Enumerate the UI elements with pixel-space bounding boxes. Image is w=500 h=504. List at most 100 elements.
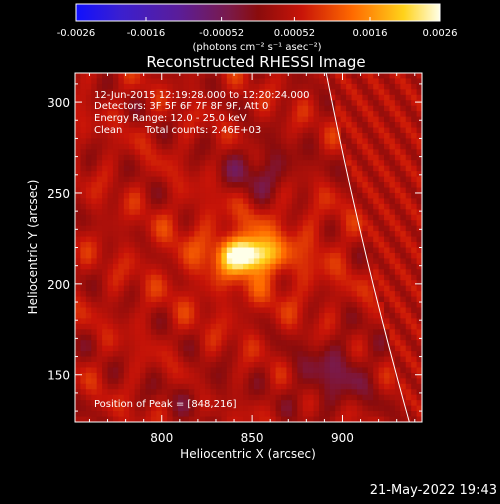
heatmap-cell [91, 345, 98, 352]
heatmap-cell [194, 122, 201, 129]
heatmap-cell [161, 334, 168, 341]
heatmap-cell [178, 389, 185, 396]
heatmap-cell [221, 367, 228, 374]
heatmap-cell [318, 78, 325, 85]
x-tick-label: 850 [241, 431, 264, 445]
heatmap-cell [346, 236, 353, 243]
heatmap-cell [308, 154, 315, 161]
heatmap-cell [248, 405, 255, 412]
heatmap-cell [351, 89, 358, 96]
heatmap-cell [237, 100, 244, 107]
heatmap-cell [318, 225, 325, 232]
heatmap-cell [75, 400, 82, 407]
heatmap-cell [394, 171, 401, 178]
heatmap-cell [188, 329, 195, 336]
heatmap-cell [308, 372, 315, 379]
heatmap-cell [167, 389, 174, 396]
heatmap-cell [264, 247, 271, 254]
heatmap-cell [183, 329, 190, 336]
heatmap-cell [405, 334, 412, 341]
heatmap-cell [346, 269, 353, 276]
heatmap-cell [378, 323, 385, 330]
heatmap-cell [145, 383, 152, 390]
heatmap-cell [318, 323, 325, 330]
heatmap-cell [167, 247, 174, 254]
heatmap-cell [253, 416, 260, 422]
heatmap-cell [129, 263, 136, 270]
heatmap-cell [378, 198, 385, 205]
heatmap-cell [118, 411, 125, 418]
heatmap-cell [362, 132, 369, 140]
heatmap-cell [340, 411, 347, 418]
heatmap-cell [400, 122, 407, 129]
heatmap-cell [237, 247, 244, 254]
heatmap-cell [362, 334, 369, 341]
heatmap-cell [384, 329, 391, 336]
heatmap-cell [400, 296, 407, 303]
heatmap-cell [281, 367, 288, 374]
heatmap-cell [405, 105, 412, 112]
heatmap-cell [394, 160, 401, 167]
heatmap-cell [346, 411, 353, 418]
heatmap-cell [178, 94, 185, 101]
heatmap-cell [215, 231, 222, 238]
heatmap-cell [253, 318, 260, 325]
heatmap-cell [275, 138, 282, 145]
heatmap-cell [123, 411, 130, 418]
heatmap-cell [145, 143, 152, 150]
heatmap-cell [172, 73, 179, 80]
heatmap-cell [351, 236, 358, 243]
heatmap-cell [318, 116, 325, 123]
heatmap-cell [80, 225, 87, 232]
heatmap-cell [183, 258, 190, 265]
heatmap-cell [313, 389, 320, 396]
heatmap-cell [232, 198, 239, 205]
heatmap-cell [199, 198, 206, 205]
heatmap-cell [243, 263, 250, 270]
heatmap-cell [210, 378, 217, 385]
heatmap-cell [150, 400, 157, 407]
heatmap-cell [134, 345, 141, 352]
heatmap-cell [172, 247, 179, 254]
heatmap-cell [156, 100, 163, 107]
heatmap-cell [75, 329, 82, 336]
heatmap-cell [400, 291, 407, 298]
heatmap-cell [145, 312, 152, 319]
heatmap-cell [91, 400, 98, 407]
heatmap-cell [172, 340, 179, 347]
heatmap-cell [172, 231, 179, 238]
heatmap-cell [183, 176, 190, 183]
heatmap-cell [281, 302, 288, 309]
heatmap-cell [411, 192, 418, 200]
heatmap-cell [243, 171, 250, 178]
heatmap-cell [199, 214, 206, 221]
heatmap-cell [80, 258, 87, 265]
heatmap-cell [253, 411, 260, 418]
heatmap-cell [205, 258, 212, 265]
heatmap-cell [362, 138, 369, 145]
heatmap-cell [156, 116, 163, 123]
heatmap-cell [335, 302, 342, 309]
heatmap-cell [356, 411, 363, 418]
heatmap-cell [384, 132, 391, 140]
heatmap-cell [167, 171, 174, 178]
heatmap-cell [194, 280, 201, 287]
heatmap-cell [291, 154, 298, 161]
heatmap-cell [215, 362, 222, 369]
heatmap-cell [96, 127, 103, 134]
heatmap-cell [226, 94, 233, 101]
heatmap-cell [91, 242, 98, 249]
heatmap-cell [329, 356, 336, 363]
heatmap-cell [118, 291, 125, 298]
heatmap-cell [378, 78, 385, 85]
heatmap-cell [373, 291, 380, 298]
heatmap-cell [161, 405, 168, 412]
heatmap-cell [91, 389, 98, 396]
heatmap-cell [302, 165, 309, 172]
heatmap-cell [150, 231, 157, 238]
heatmap-cell [367, 187, 374, 194]
heatmap-cell [243, 252, 250, 259]
heatmap-cell [85, 242, 92, 249]
heatmap-cell [243, 116, 250, 123]
heatmap-cell [286, 394, 293, 401]
